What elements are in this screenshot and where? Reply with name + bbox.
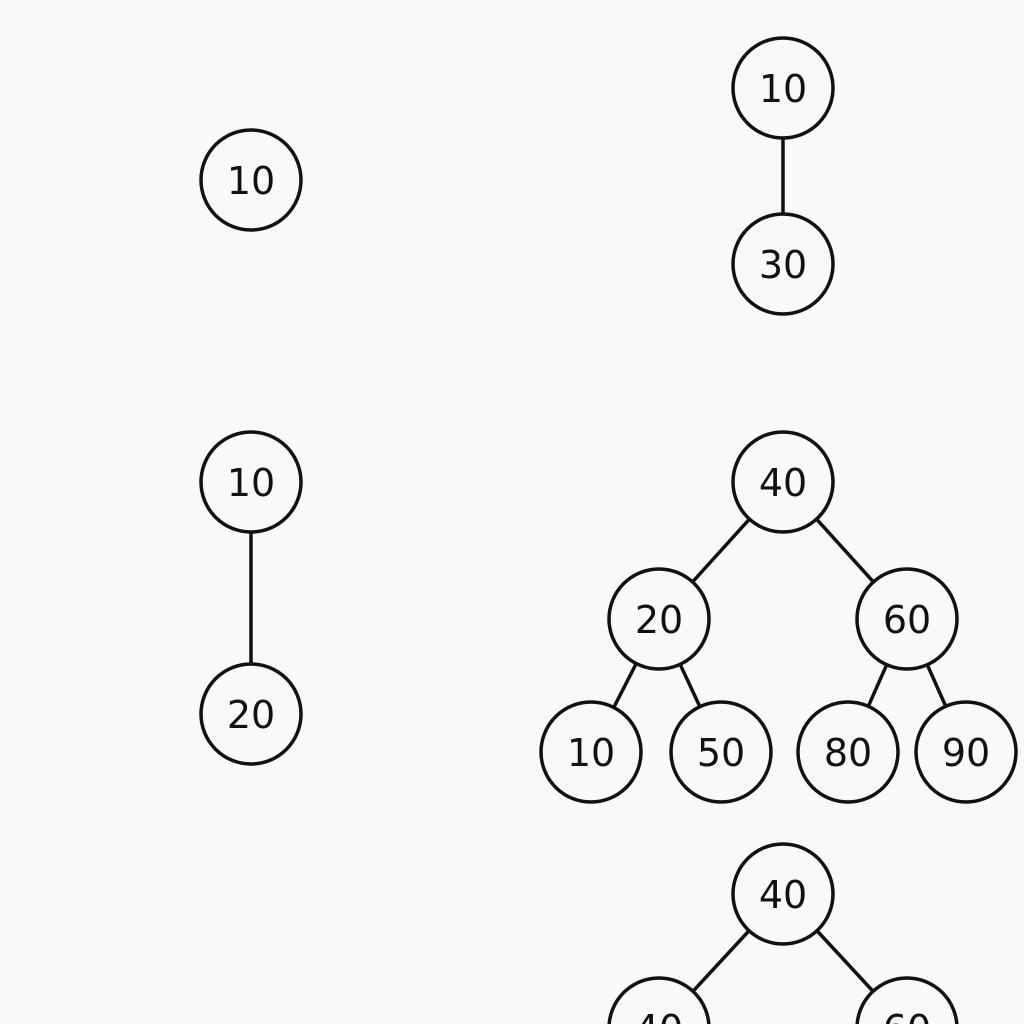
node-circle	[731, 212, 835, 316]
tree-node: 40	[607, 976, 711, 1024]
node-circle	[855, 567, 959, 671]
node-label: 10	[567, 731, 615, 775]
tree-node: 10	[199, 430, 303, 534]
node-circle	[607, 567, 711, 671]
node-label: 40	[635, 1007, 683, 1024]
node-circle	[731, 430, 835, 534]
node-label: 90	[942, 731, 990, 775]
node-circle	[669, 700, 773, 804]
tree-node: 50	[669, 700, 773, 804]
node-circle	[855, 976, 959, 1024]
node-label: 10	[227, 461, 275, 505]
tree-node: 40	[731, 842, 835, 946]
node-label: 10	[759, 67, 807, 111]
tree-node: 30	[731, 212, 835, 316]
tree-node: 20	[607, 567, 711, 671]
node-label: 60	[883, 1007, 931, 1024]
node-label: 40	[759, 873, 807, 917]
tree-node: 10	[539, 700, 643, 804]
node-label: 40	[759, 461, 807, 505]
node-circle	[199, 662, 303, 766]
node-circle	[731, 842, 835, 946]
node-circle	[199, 128, 303, 232]
tree-node: 90	[914, 700, 1018, 804]
node-circle	[199, 430, 303, 534]
node-label: 60	[883, 598, 931, 642]
node-label: 20	[227, 693, 275, 737]
node-label: 30	[759, 243, 807, 287]
tree-node: 60	[855, 567, 959, 671]
node-label: 10	[227, 159, 275, 203]
node-circle	[607, 976, 711, 1024]
tree-node: 60	[855, 976, 959, 1024]
node-label: 80	[824, 731, 872, 775]
tree-node: 80	[796, 700, 900, 804]
node-label: 50	[697, 731, 745, 775]
tree-node: 20	[199, 662, 303, 766]
node-circle	[539, 700, 643, 804]
node-circle	[914, 700, 1018, 804]
tree-node: 10	[731, 36, 835, 140]
tree-node: 10	[199, 128, 303, 232]
node-circle	[731, 36, 835, 140]
tree-node: 40	[731, 430, 835, 534]
node-label: 20	[635, 598, 683, 642]
node-circle	[796, 700, 900, 804]
